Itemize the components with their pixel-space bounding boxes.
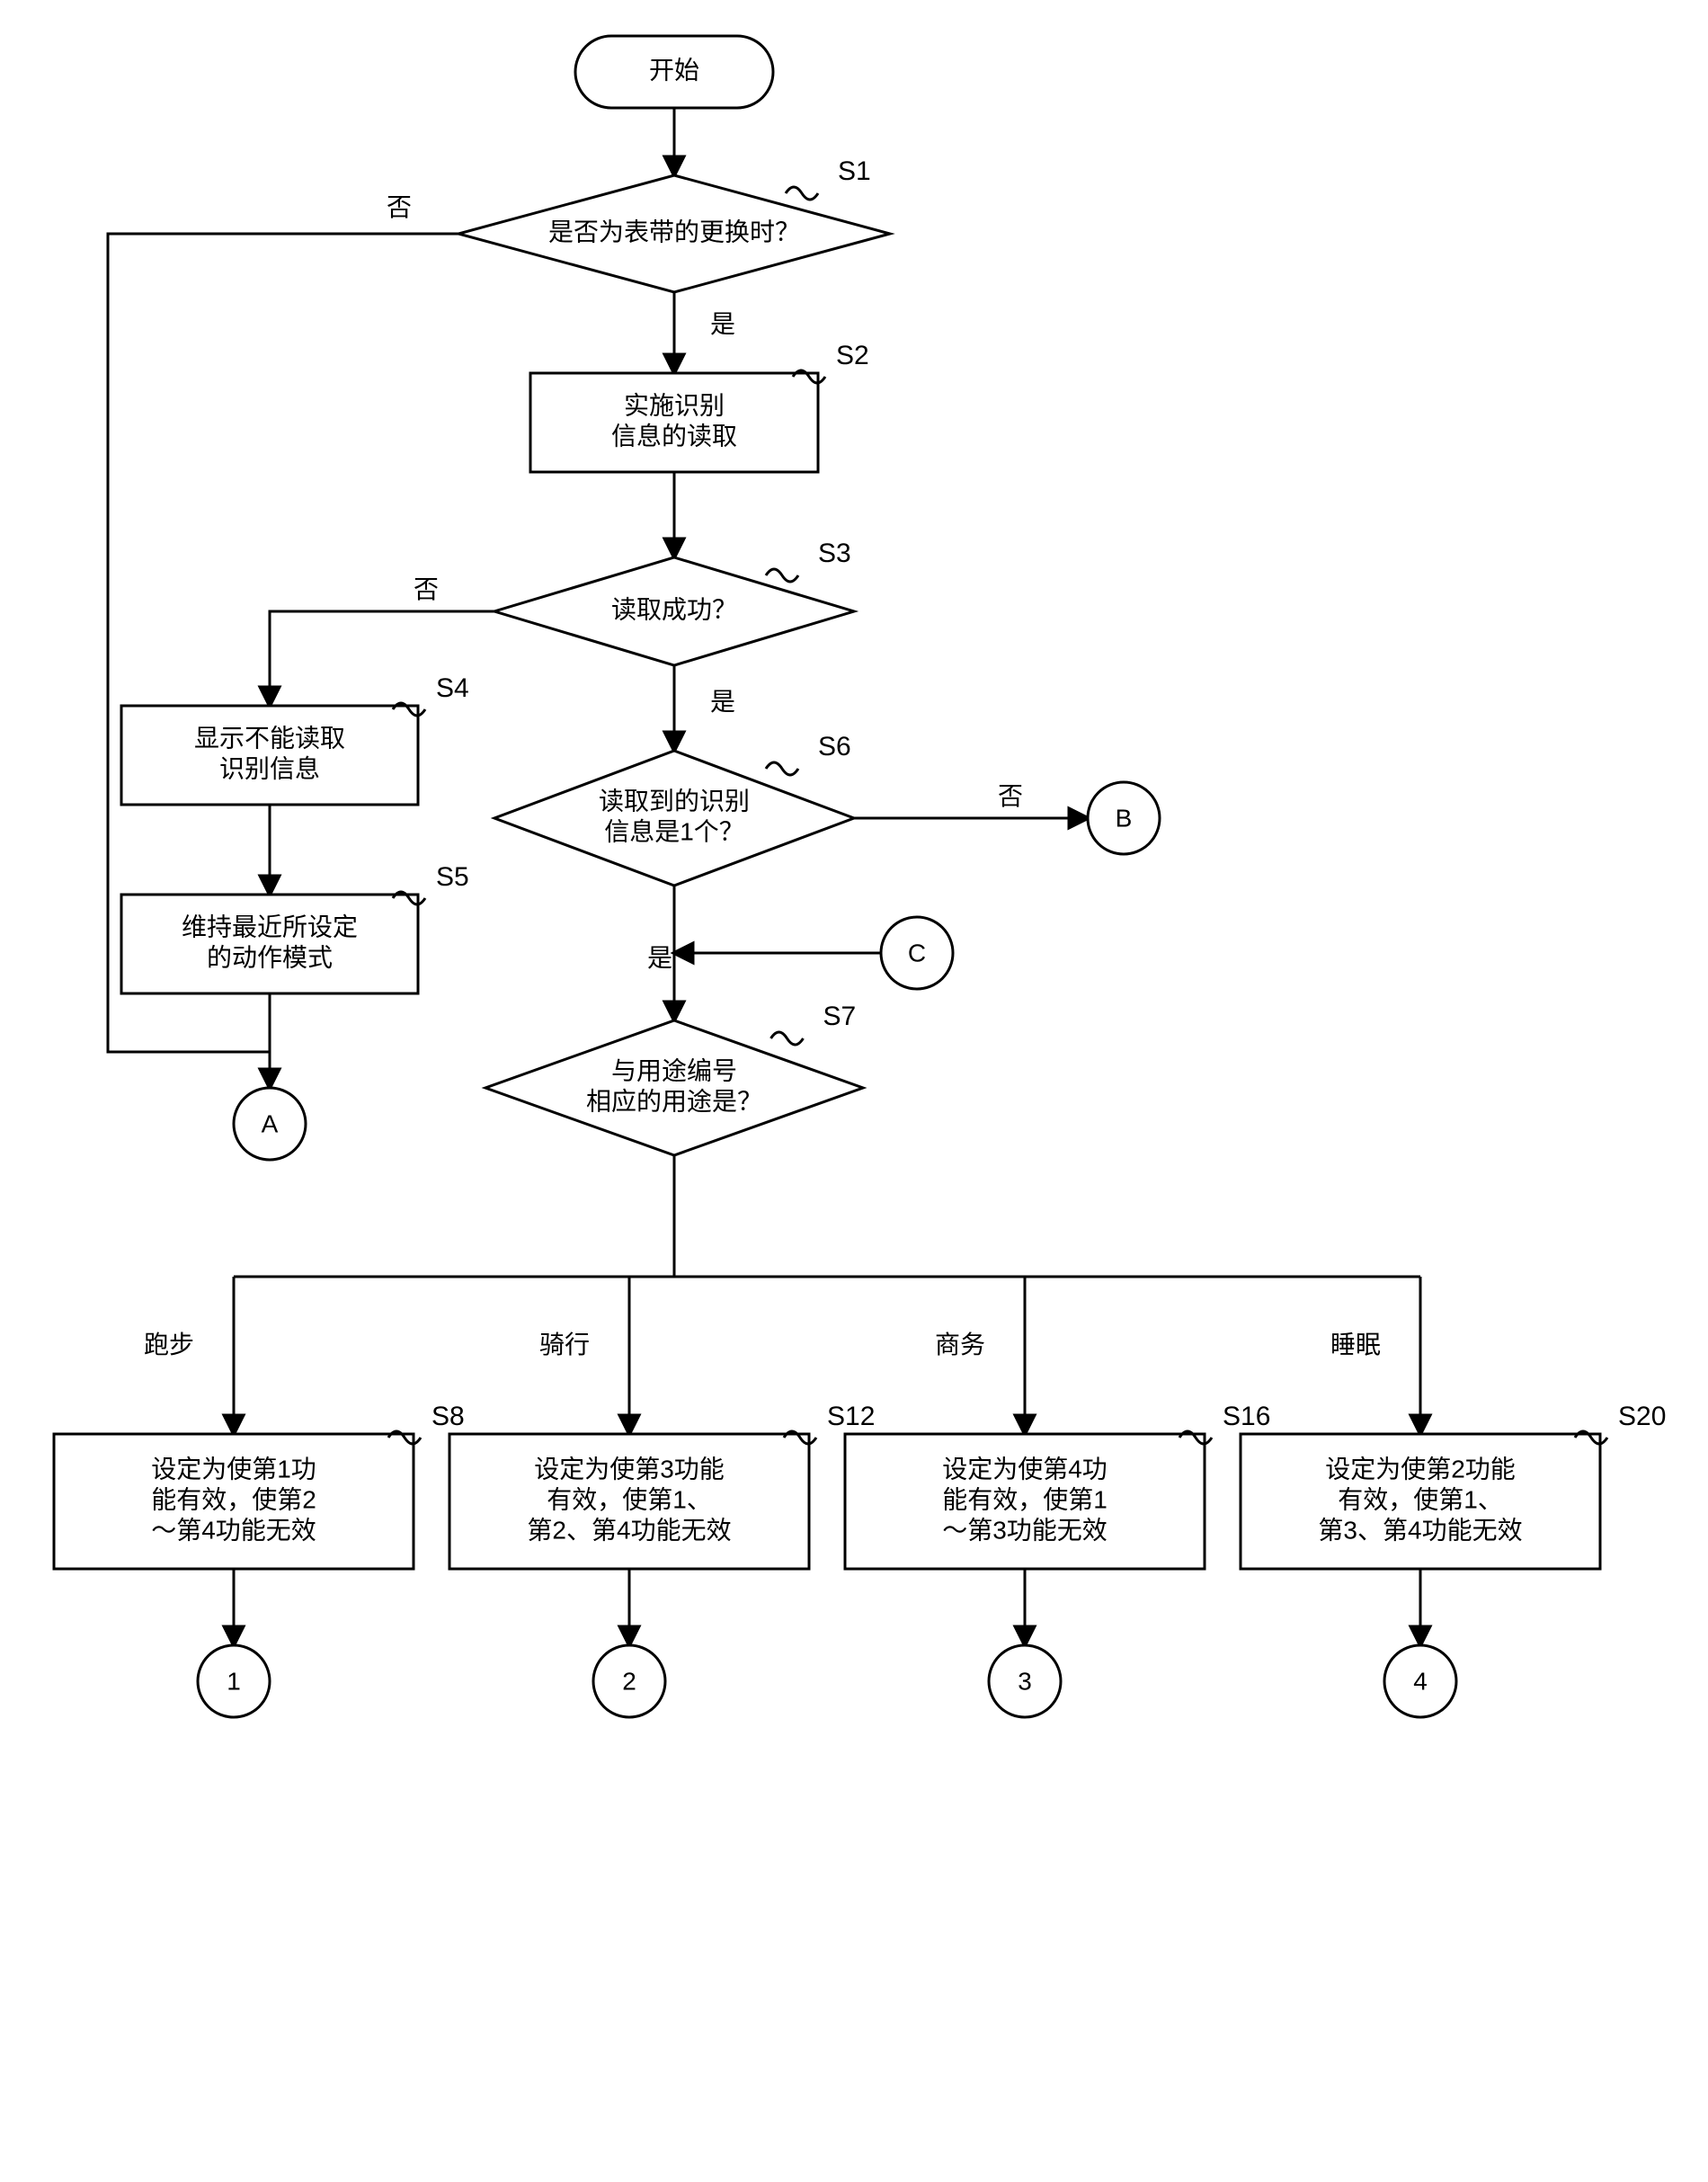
svg-text:S12: S12 (827, 1402, 875, 1431)
svg-text:S16: S16 (1223, 1402, 1270, 1431)
svg-text:3: 3 (1018, 1667, 1032, 1695)
svg-text:C: C (908, 939, 926, 966)
svg-text:能有效，使第1: 能有效，使第1 (942, 1485, 1108, 1513)
svg-text:S3: S3 (818, 539, 851, 568)
svg-text:跑步: 跑步 (144, 1331, 194, 1358)
svg-text:否: 否 (414, 575, 439, 603)
svg-text:读取到的识别: 读取到的识别 (599, 787, 750, 815)
svg-text:～第4功能无效: ～第4功能无效 (151, 1516, 316, 1544)
svg-text:否: 否 (998, 782, 1023, 810)
svg-text:设定为使第1功: 设定为使第1功 (151, 1455, 316, 1483)
svg-text:的动作模式: 的动作模式 (207, 943, 333, 971)
svg-text:S4: S4 (436, 673, 469, 703)
svg-text:B: B (1116, 804, 1133, 832)
svg-text:能有效，使第2: 能有效，使第2 (151, 1485, 316, 1513)
svg-text:信息是1个？: 信息是1个？ (604, 817, 744, 845)
svg-text:A: A (262, 1109, 279, 1137)
svg-text:睡眠: 睡眠 (1330, 1331, 1381, 1358)
svg-text:1: 1 (227, 1667, 241, 1695)
svg-text:S5: S5 (436, 862, 469, 892)
svg-text:显示不能读取: 显示不能读取 (194, 724, 345, 752)
svg-text:有效，使第1、: 有效，使第1、 (547, 1485, 712, 1513)
svg-text:识别信息: 识别信息 (219, 754, 320, 782)
flowchart-canvas: 是否是否是否跑步骑行商务睡眠开始是否为表带的更换时？S1实施识别信息的读取S2读… (0, 0, 1708, 1798)
svg-text:商务: 商务 (935, 1331, 985, 1358)
svg-text:骑行: 骑行 (539, 1331, 590, 1358)
svg-text:维持最近所设定: 维持最近所设定 (182, 913, 358, 940)
svg-text:S7: S7 (823, 1002, 857, 1031)
svg-text:2: 2 (622, 1667, 636, 1695)
svg-text:S20: S20 (1618, 1402, 1666, 1431)
svg-text:第2、第4功能无效: 第2、第4功能无效 (527, 1516, 731, 1544)
svg-text:S6: S6 (818, 732, 851, 761)
svg-text:第3、第4功能无效: 第3、第4功能无效 (1318, 1516, 1522, 1544)
svg-text:是否为表带的更换时？: 是否为表带的更换时？ (548, 218, 800, 245)
svg-text:是: 是 (710, 310, 735, 338)
svg-text:与用途编号: 与用途编号 (611, 1056, 737, 1084)
svg-text:设定为使第3功能: 设定为使第3功能 (534, 1455, 725, 1483)
svg-text:有效，使第1、: 有效，使第1、 (1338, 1485, 1503, 1513)
svg-text:S2: S2 (836, 341, 869, 370)
svg-text:信息的读取: 信息的读取 (611, 422, 737, 450)
svg-text:～第3功能无效: ～第3功能无效 (942, 1516, 1108, 1544)
svg-text:S1: S1 (838, 156, 871, 186)
svg-text:读取成功？: 读取成功？ (611, 595, 737, 623)
svg-text:否: 否 (387, 193, 412, 221)
svg-text:实施识别: 实施识别 (624, 391, 725, 419)
svg-text:S8: S8 (431, 1402, 465, 1431)
svg-text:相应的用途是？: 相应的用途是？ (586, 1087, 762, 1115)
svg-text:设定为使第4功: 设定为使第4功 (942, 1455, 1108, 1483)
svg-text:设定为使第2功能: 设定为使第2功能 (1325, 1455, 1516, 1483)
svg-text:开始: 开始 (649, 56, 699, 84)
svg-text:4: 4 (1413, 1667, 1428, 1695)
svg-text:是: 是 (710, 688, 735, 716)
svg-text:是: 是 (647, 944, 672, 972)
